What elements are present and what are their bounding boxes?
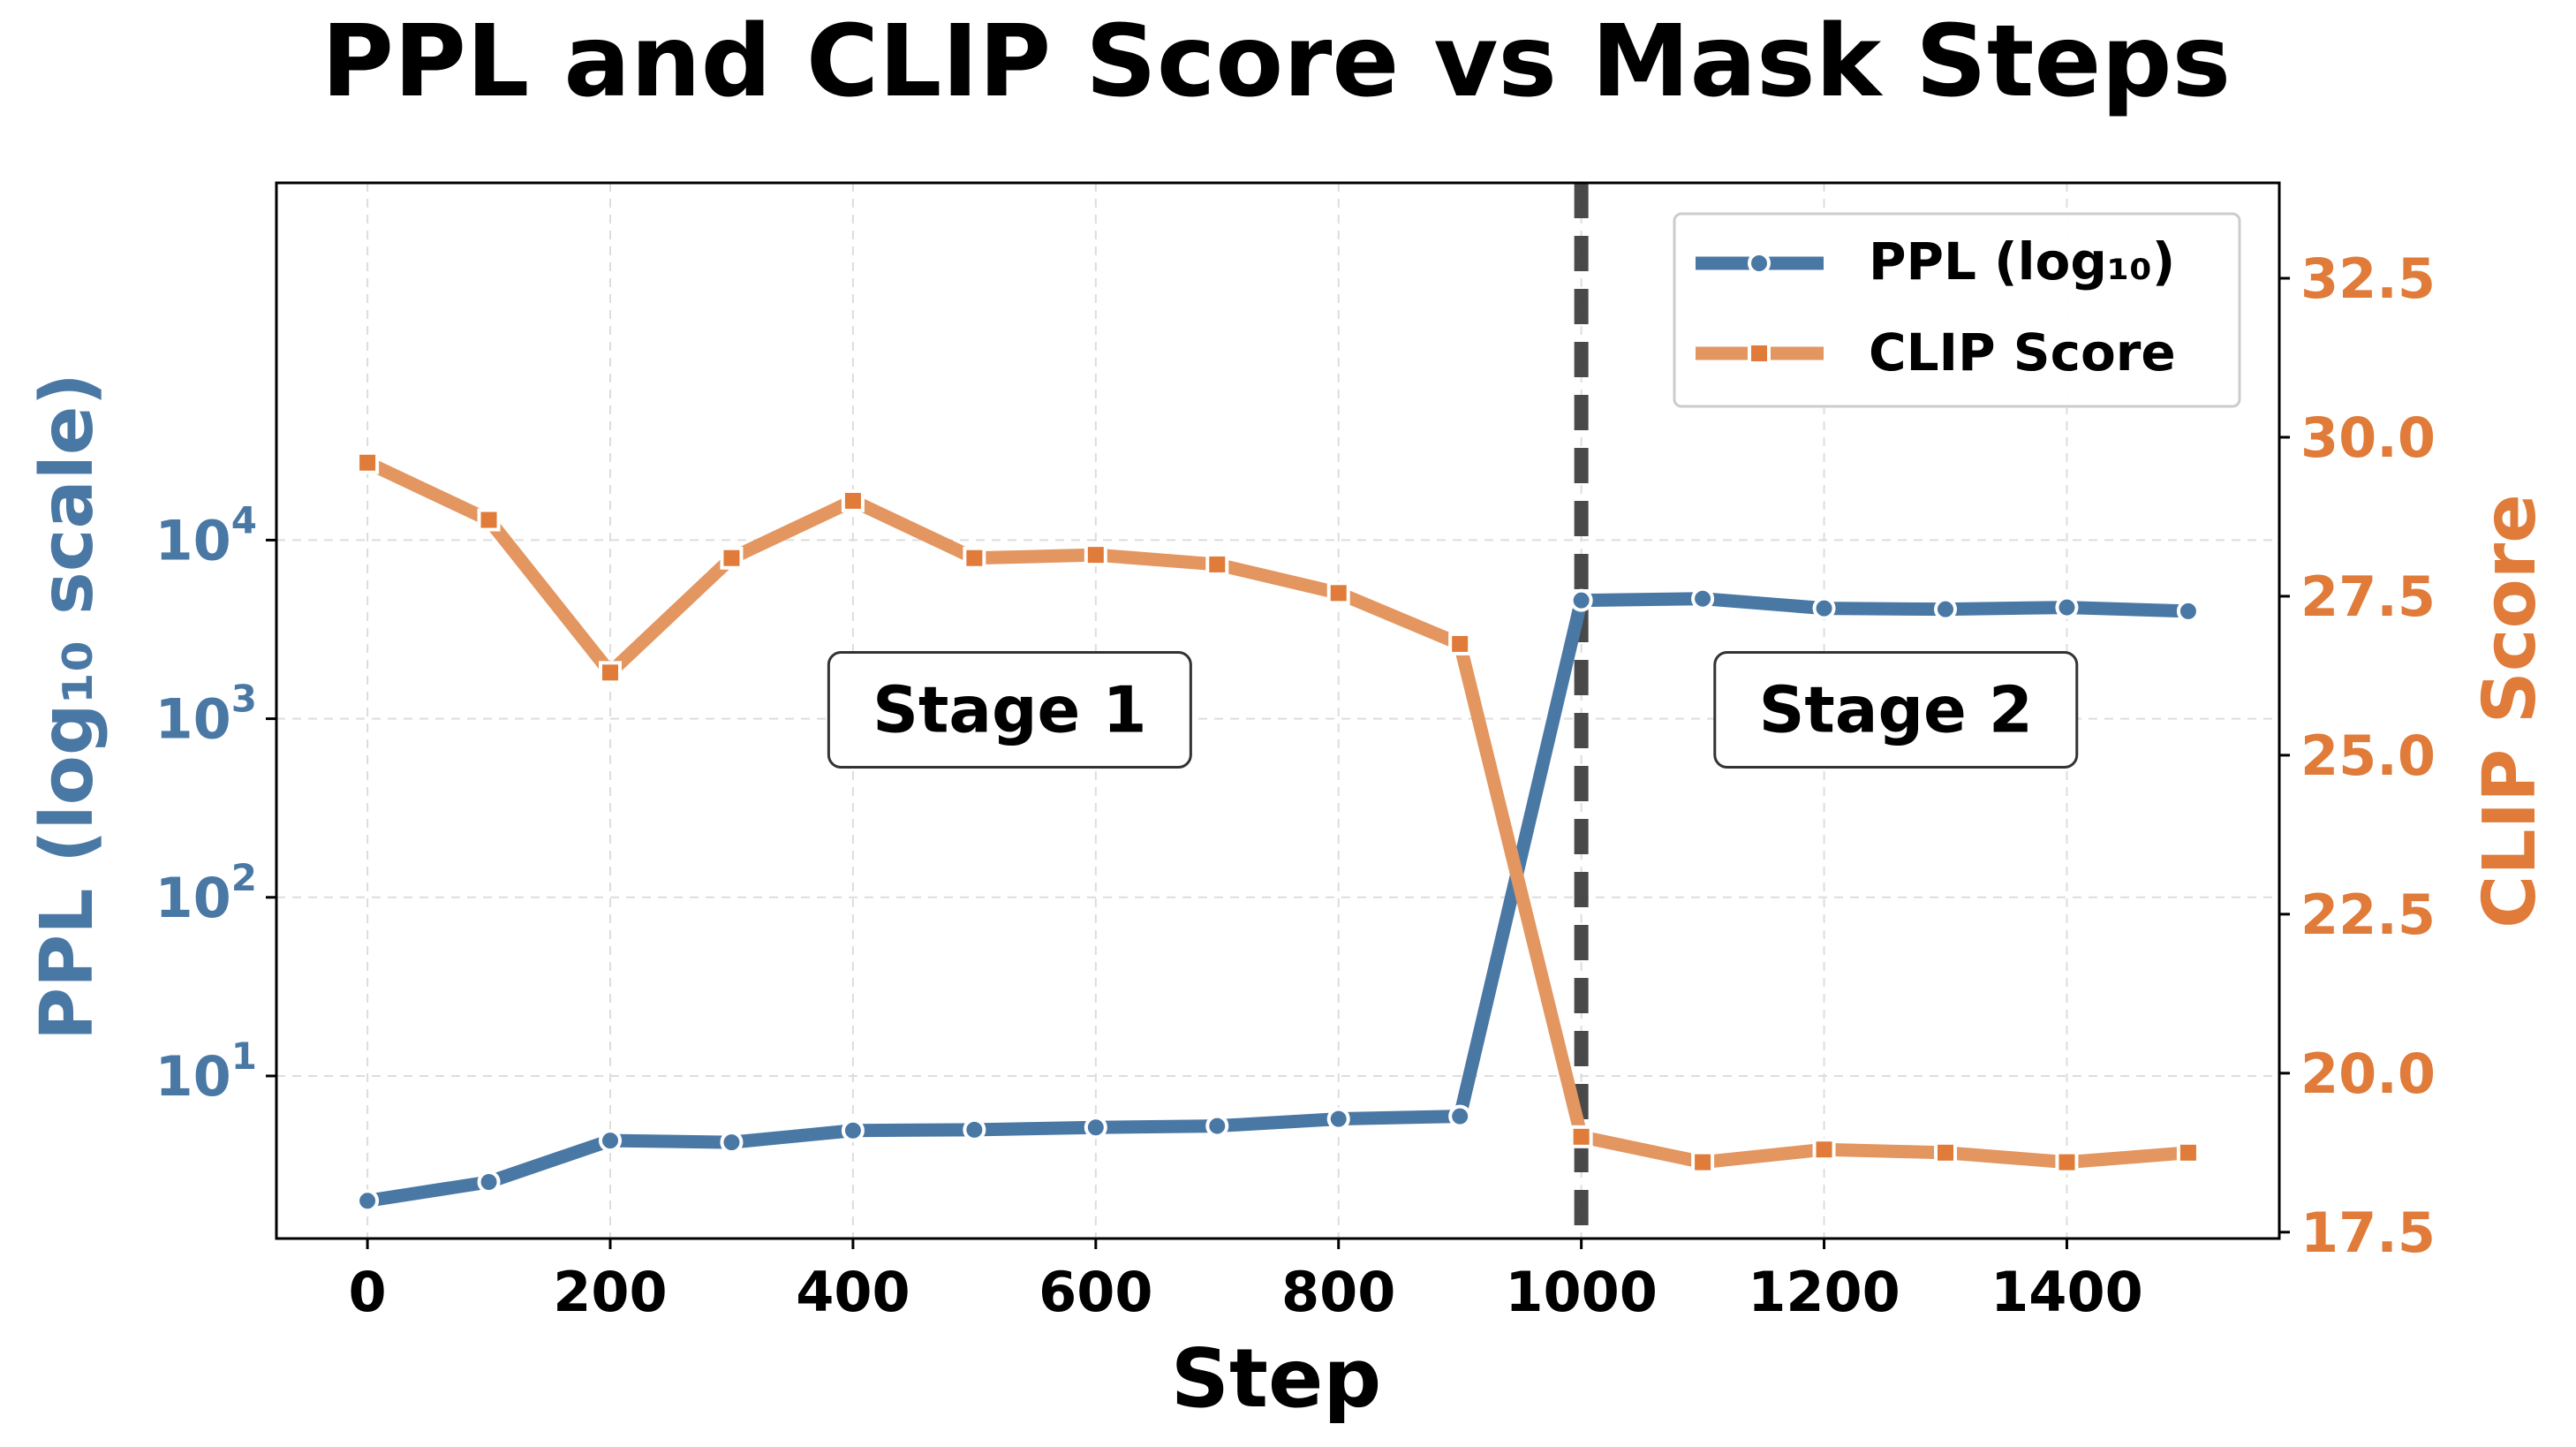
clip-point bbox=[599, 661, 622, 685]
x-axis-label: Step bbox=[1171, 1331, 1382, 1426]
clip-point bbox=[1448, 632, 1472, 655]
legend-marker-clip bbox=[1748, 342, 1771, 365]
clip-point bbox=[477, 508, 501, 532]
x-tick-label: 0 bbox=[349, 1260, 387, 1324]
y-right-tick-label: 20.0 bbox=[2300, 1042, 2436, 1106]
ppl-point bbox=[1084, 1116, 1107, 1140]
ppl-point bbox=[2055, 595, 2079, 619]
left-axis-label: PPL (log₁₀ scale) bbox=[26, 373, 110, 1041]
ppl-point bbox=[356, 1189, 380, 1213]
x-tick-label: 1200 bbox=[1748, 1260, 1900, 1324]
ppl-point bbox=[1812, 596, 1836, 620]
clip-point bbox=[963, 546, 986, 570]
right-axis-label: CLIP Score bbox=[2468, 494, 2552, 928]
plot-frame bbox=[275, 181, 2281, 1240]
ppl-point bbox=[477, 1170, 501, 1193]
ppl-line bbox=[360, 592, 2195, 1208]
y-right-tick-label: 27.5 bbox=[2300, 564, 2436, 629]
ppl-point bbox=[2176, 599, 2200, 623]
clip-point bbox=[2055, 1150, 2079, 1174]
legend-label-clip: CLIP Score bbox=[1869, 322, 2176, 383]
ppl-point bbox=[1326, 1107, 1350, 1131]
clip-point bbox=[841, 489, 865, 512]
legend: PPL (log₁₀) CLIP Score bbox=[1673, 212, 2241, 408]
clip-point bbox=[1691, 1150, 1715, 1174]
y-left-tick-label: 102 bbox=[155, 856, 257, 930]
y-right-tick-label: 22.5 bbox=[2300, 883, 2436, 947]
stage-annotation-box bbox=[827, 651, 1192, 769]
clip-point bbox=[1812, 1138, 1836, 1162]
ppl-point bbox=[1569, 588, 1593, 612]
stage-annotation-box bbox=[1713, 651, 2079, 769]
clip-point bbox=[1084, 543, 1107, 567]
y-right-tick-label: 32.5 bbox=[2300, 246, 2436, 311]
clip-point bbox=[720, 546, 744, 570]
x-tick-label: 200 bbox=[553, 1260, 667, 1324]
clip-line bbox=[360, 456, 2195, 1170]
y-right-tick-label: 17.5 bbox=[2300, 1201, 2436, 1265]
y-left-tick-label: 104 bbox=[155, 498, 257, 572]
right-axis-ticks: 17.5 20.0 22.5 25.0 27.5 30.0 32.5 bbox=[2279, 246, 2436, 1265]
stage-annotations: Stage 1 Stage 2 bbox=[827, 651, 2079, 769]
ppl-point bbox=[1448, 1104, 1472, 1128]
x-tick-label: 1000 bbox=[1505, 1260, 1658, 1324]
ppl-point bbox=[963, 1117, 986, 1141]
clip-point bbox=[1934, 1140, 1957, 1164]
y-right-tick-label: 25.0 bbox=[2300, 724, 2436, 788]
clip-point bbox=[1326, 581, 1350, 605]
left-axis-ticks: 101 102 103 104 bbox=[155, 498, 276, 1109]
clip-point bbox=[356, 451, 380, 474]
x-axis-ticks: 0 200 400 600 800 1000 1200 1400 bbox=[349, 1239, 2143, 1324]
chart-title: PPL and CLIP Score vs Mask Steps bbox=[321, 4, 2231, 119]
series-clip bbox=[356, 451, 2200, 1174]
x-tick-label: 800 bbox=[1281, 1260, 1395, 1324]
clip-point bbox=[1569, 1125, 1593, 1148]
ppl-point bbox=[599, 1129, 622, 1153]
x-tick-label: 400 bbox=[796, 1260, 910, 1324]
stage-annotation-label: Stage 1 bbox=[873, 673, 1146, 747]
ppl-point bbox=[1934, 597, 1957, 621]
ppl-point bbox=[720, 1131, 744, 1155]
y-left-tick-label: 103 bbox=[155, 678, 257, 752]
ppl-point bbox=[841, 1118, 865, 1142]
y-right-tick-label: 30.0 bbox=[2300, 405, 2436, 470]
ppl-point bbox=[1205, 1114, 1229, 1138]
clip-point bbox=[2176, 1140, 2200, 1164]
ppl-point bbox=[1691, 587, 1715, 610]
clip-point bbox=[1205, 552, 1229, 576]
series-ppl bbox=[356, 587, 2200, 1213]
y-left-tick-label: 101 bbox=[155, 1034, 257, 1109]
x-tick-label: 1400 bbox=[1991, 1260, 2143, 1324]
legend-marker-ppl bbox=[1748, 252, 1771, 275]
legend-label-ppl: PPL (log₁₀) bbox=[1869, 231, 2175, 292]
stage-annotation-label: Stage 2 bbox=[1759, 673, 2033, 747]
x-tick-label: 600 bbox=[1039, 1260, 1152, 1324]
